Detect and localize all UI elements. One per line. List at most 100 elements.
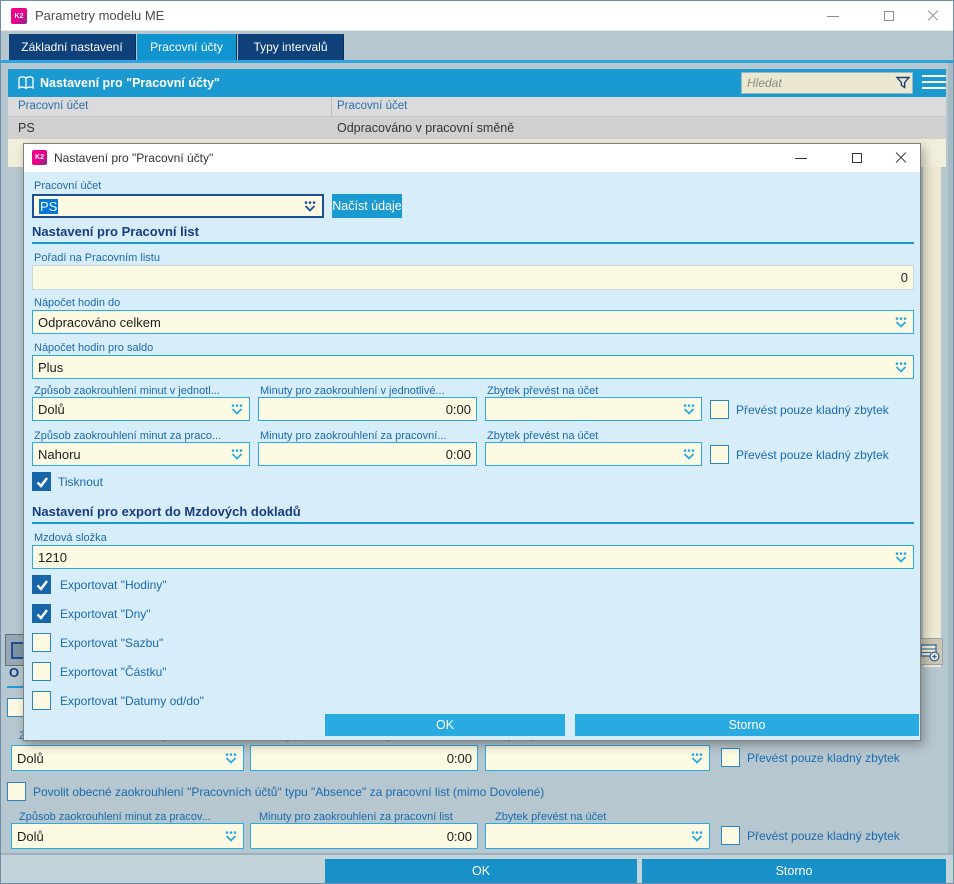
positive-rest-checkbox[interactable] — [710, 400, 729, 419]
storno-button[interactable]: Storno — [642, 859, 946, 883]
settings-dialog: K2 Nastavení pro "Pracovní účty" Pracovn… — [23, 143, 921, 741]
wage-component-combo[interactable]: 1210 — [32, 545, 914, 569]
export-datumy-label: Exportovat "Datumy od/do" — [60, 694, 204, 708]
round-minutes-label: Minuty pro zaokrouhlení za pracovní list — [259, 811, 453, 823]
positive-rest-label: Převést pouze kladný zbytek — [747, 751, 900, 765]
maximize-icon — [884, 11, 894, 21]
dropdown-icon — [230, 448, 244, 460]
order-field[interactable]: 0 — [32, 265, 914, 290]
close-icon — [927, 10, 939, 22]
export-datumy-checkbox[interactable] — [32, 691, 51, 710]
worklist-section-title: Nastavení pro Pracovní list — [32, 224, 199, 239]
positive-rest-label: Převést pouze kladný zbytek — [736, 448, 889, 462]
check-icon — [36, 608, 49, 620]
load-data-button[interactable]: Načíst údaje — [332, 194, 402, 218]
section-underline — [7, 686, 23, 688]
rest-account-label: Zbytek převést na účet — [487, 385, 599, 397]
dialog-title: Nastavení pro "Pracovní účty" — [54, 151, 214, 165]
hours-to-label: Nápočet hodin do — [34, 297, 121, 309]
saldo-combo[interactable]: Plus — [32, 355, 914, 379]
dropdown-icon — [682, 448, 696, 460]
column-separator — [331, 97, 332, 116]
account-combo[interactable]: PS — [32, 194, 324, 218]
ok-button[interactable]: OK — [325, 859, 637, 883]
round-minutes-field[interactable]: 0:00 — [250, 823, 478, 849]
rest-account-label: Zbytek převést na účet — [487, 430, 599, 442]
tab-bar: Základní nastavení Pracovní účty Typy in… — [1, 31, 953, 63]
round-minutes-label: Minuty pro zaokrouhlení v jednotlivé... — [260, 385, 445, 397]
maximize-button[interactable] — [867, 1, 911, 31]
dialog-maximize-button[interactable] — [837, 144, 877, 172]
dialog-storno-button[interactable]: Storno — [575, 714, 919, 736]
positive-rest-checkbox[interactable] — [721, 748, 740, 767]
print-checkbox[interactable] — [32, 472, 51, 491]
account-label: Pracovní účet — [34, 180, 102, 192]
round-method-combo[interactable]: Nahoru — [32, 442, 250, 466]
wage-component-label: Mzdová složka — [34, 532, 107, 544]
dialog-ok-button[interactable]: OK — [325, 714, 565, 736]
allow-general-round-checkbox[interactable] — [7, 782, 26, 801]
positive-rest-checkbox[interactable] — [710, 445, 729, 464]
export-dny-label: Exportovat "Dny" — [60, 607, 151, 621]
dropdown-icon — [224, 830, 238, 842]
dialog-close-button[interactable] — [881, 144, 921, 172]
footer-bar: OK Storno — [1, 855, 953, 883]
tab-zakladni-nastaveni[interactable]: Základní nastavení — [9, 34, 136, 60]
grid-header: Pracovní účet Pracovní účet — [8, 97, 946, 117]
round-method-combo[interactable]: Dolů — [11, 823, 244, 849]
round-minutes-field[interactable]: 0:00 — [258, 397, 477, 421]
rest-account-combo[interactable] — [485, 397, 702, 421]
rest-account-combo[interactable] — [485, 442, 702, 466]
export-castku-label: Exportovat "Částku" — [60, 665, 167, 679]
footer-divider — [1, 853, 953, 855]
grid-row[interactable]: PS Odpracováno v pracovní směně — [8, 117, 946, 139]
filter-icon[interactable] — [894, 74, 912, 92]
search-box — [741, 72, 913, 94]
check-icon — [36, 476, 49, 488]
dropdown-icon — [894, 316, 908, 328]
title-bar: K2 Parametry modelu ME — [1, 1, 953, 31]
positive-rest-checkbox[interactable] — [721, 826, 740, 845]
export-dny-checkbox[interactable] — [32, 604, 51, 623]
export-sazbu-checkbox[interactable] — [32, 633, 51, 652]
minimize-button[interactable] — [811, 1, 855, 31]
round-method-label: Způsob zaokrouhlení minut za praco... — [34, 430, 222, 442]
tab-pracovni-ucty[interactable]: Pracovní účty — [137, 34, 237, 60]
tab-typy-intervalu[interactable]: Typy intervalů — [238, 34, 344, 60]
rest-account-combo[interactable] — [485, 823, 710, 849]
print-label: Tisknout — [58, 475, 103, 489]
form-area-right — [923, 167, 941, 667]
rest-account-label: Zbytek převést na účet — [495, 811, 607, 823]
dialog-title-bar: K2 Nastavení pro "Pracovní účty" — [24, 144, 920, 172]
hours-to-combo[interactable]: Odpracováno celkem — [32, 310, 914, 334]
k2-logo-icon: K2 — [11, 8, 27, 24]
round-minutes-field[interactable]: 0:00 — [250, 745, 478, 771]
close-button[interactable] — [911, 1, 953, 31]
check-icon — [36, 579, 49, 591]
positive-rest-label: Převést pouze kladný zbytek — [747, 829, 900, 843]
export-hodiny-checkbox[interactable] — [32, 575, 51, 594]
grid-cell-code: PS — [18, 121, 35, 135]
export-castku-checkbox[interactable] — [32, 662, 51, 681]
search-input[interactable] — [742, 76, 894, 90]
saldo-label: Nápočet hodin pro saldo — [34, 342, 154, 354]
rest-account-combo[interactable] — [485, 745, 710, 771]
menu-icon[interactable] — [922, 75, 946, 91]
background-section-title: O — [9, 665, 20, 680]
close-icon — [895, 152, 907, 164]
export-sazbu-label: Exportovat "Sazbu" — [60, 636, 164, 650]
dialog-minimize-button[interactable] — [781, 144, 821, 172]
round-method-label: Způsob zaokrouhlení minut za pracov... — [19, 811, 211, 823]
dropdown-icon — [682, 403, 696, 415]
round-method-combo[interactable]: Dolů — [11, 745, 244, 771]
order-label: Pořadí na Pracovním listu — [34, 252, 160, 264]
minimize-icon — [795, 157, 807, 159]
allow-general-round-label: Povolit obecné zaokrouhlení "Pracovních … — [33, 785, 545, 799]
dropdown-icon — [894, 361, 908, 373]
grid-column-header[interactable]: Pracovní účet — [337, 100, 408, 112]
round-minutes-label: Minuty pro zaokrouhlení za pracovní... — [260, 430, 447, 442]
round-method-combo[interactable]: Dolů — [32, 397, 250, 421]
round-minutes-field[interactable]: 0:00 — [258, 442, 477, 466]
grid-column-header[interactable]: Pracovní účet — [18, 100, 89, 112]
